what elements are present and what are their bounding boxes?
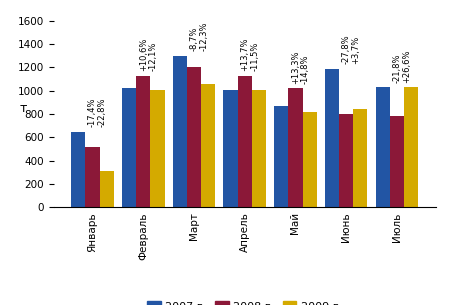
Text: -11,5%: -11,5% bbox=[250, 41, 259, 71]
Bar bbox=[274, 106, 288, 207]
Bar bbox=[71, 131, 85, 207]
Text: -12,3%: -12,3% bbox=[199, 22, 208, 51]
Text: -8,7%: -8,7% bbox=[189, 27, 198, 51]
Bar bbox=[136, 76, 150, 207]
Bar bbox=[353, 109, 367, 207]
Bar bbox=[375, 87, 390, 207]
Text: -21,8%: -21,8% bbox=[392, 53, 401, 83]
Text: +26,6%: +26,6% bbox=[402, 49, 411, 83]
Bar bbox=[150, 90, 165, 207]
Bar bbox=[224, 90, 238, 207]
Bar bbox=[187, 67, 201, 207]
Y-axis label: т: т bbox=[20, 102, 27, 115]
Text: +13,3%: +13,3% bbox=[291, 50, 300, 84]
Text: +10,6%: +10,6% bbox=[139, 38, 148, 71]
Bar bbox=[303, 112, 317, 207]
Text: -14,8%: -14,8% bbox=[301, 54, 310, 84]
Bar bbox=[85, 147, 100, 207]
Bar bbox=[404, 87, 418, 207]
Bar bbox=[100, 171, 114, 207]
Bar bbox=[390, 117, 404, 207]
Bar bbox=[122, 88, 136, 207]
Bar bbox=[238, 76, 252, 207]
Bar bbox=[325, 69, 339, 207]
Text: -27,8%: -27,8% bbox=[342, 34, 351, 64]
Text: -17,4%: -17,4% bbox=[88, 97, 97, 127]
Bar bbox=[339, 114, 353, 207]
Text: -22,8%: -22,8% bbox=[98, 97, 107, 127]
Bar bbox=[288, 88, 303, 207]
Bar bbox=[201, 84, 215, 207]
Text: -12,1%: -12,1% bbox=[149, 41, 158, 71]
Legend: 2007 г., 2008 г., 2009 г.: 2007 г., 2008 г., 2009 г. bbox=[143, 296, 347, 305]
Bar bbox=[173, 56, 187, 207]
Text: +13,7%: +13,7% bbox=[240, 38, 249, 71]
Bar bbox=[252, 90, 266, 207]
Text: +3,7%: +3,7% bbox=[352, 36, 361, 64]
